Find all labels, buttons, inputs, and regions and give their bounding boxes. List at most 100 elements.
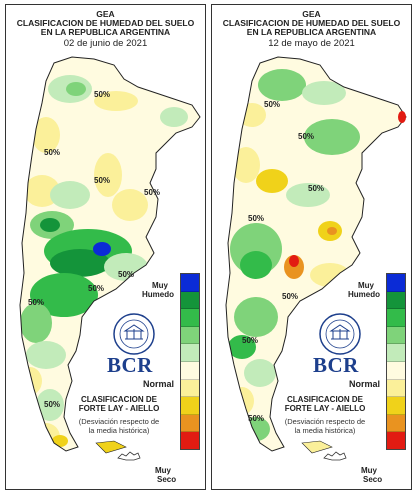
scale-swatch <box>387 309 405 327</box>
scale-swatch <box>181 432 199 449</box>
legend-muy-humedo-line2: Humedo <box>348 290 380 299</box>
zone-very-wet-blue <box>93 242 111 256</box>
antarctica-icon <box>117 451 141 461</box>
contour-label: 50% <box>94 90 110 99</box>
zone-very-dry-red <box>289 255 299 267</box>
zone-very-wet-green <box>40 218 60 232</box>
bolsa-comercio-seal-icon <box>113 313 155 355</box>
contour-label: 50% <box>28 298 44 307</box>
scale-swatch <box>387 274 405 292</box>
country-border <box>225 56 407 452</box>
country-outline <box>226 57 406 451</box>
note-line-1: (Desviación respecto de <box>284 417 366 426</box>
contour-label: 50% <box>282 292 298 301</box>
scale-swatch <box>387 432 405 449</box>
contour-label: 50% <box>248 414 264 423</box>
legend-normal: Normal <box>143 379 175 389</box>
zone-dry <box>94 91 138 111</box>
scale-swatch <box>181 344 199 362</box>
zone-normal-wet <box>26 341 66 369</box>
map-date: 02 de junio de 2021 <box>63 38 148 49</box>
contour-label: 50% <box>44 400 60 409</box>
header-line-2: CLASIFICACION DE HUMEDAD DEL SUELO <box>222 18 401 28</box>
scale-swatch <box>181 414 199 433</box>
scale-swatch <box>181 291 199 310</box>
zone-normal-wet <box>244 359 276 387</box>
islas-malvinas <box>95 440 127 454</box>
legend-muy-seco-line1: Muy <box>155 466 171 475</box>
contour-label: 50% <box>248 214 264 223</box>
legend-normal: Normal <box>349 379 381 389</box>
zone-normal-wet <box>36 389 64 421</box>
scale-swatch <box>387 397 405 415</box>
contour-label: 50% <box>44 148 60 157</box>
map-panel-june: GEA CLASIFICACION DE HUMEDAD DEL SUELO E… <box>5 4 206 490</box>
header-line-1: GEA <box>96 9 115 19</box>
zone-very-dry <box>256 169 288 193</box>
method-line-1: CLASIFICACION DE <box>287 395 363 404</box>
zone-wet <box>258 69 306 101</box>
zone-very-dry-red <box>398 111 406 123</box>
legend-muy-humedo-line1: Muy <box>358 281 374 290</box>
header-line-2: CLASIFICACION DE HUMEDAD DEL SUELO <box>16 18 195 28</box>
contour-label: 50% <box>242 336 258 345</box>
zone-very-wet-green <box>50 249 110 277</box>
zone-dry <box>310 263 350 287</box>
argentina-soil-moisture-map: 50% 50% 50% 50% 50% 50% 50% 50% <box>19 56 201 454</box>
zone-dry-orange <box>327 227 337 235</box>
color-scale-legend <box>180 273 200 450</box>
legend-muy-seco-line1: Muy <box>361 466 377 475</box>
zone-wet <box>304 119 360 155</box>
method-line-2: FORTE LAY - AIELLO <box>78 404 160 413</box>
zone-wet-strong <box>30 273 98 317</box>
note-line-1: (Desviación respecto de <box>78 417 160 426</box>
scale-swatch <box>387 379 405 398</box>
map-panel-may: GEA CLASIFICACION DE HUMEDAD DEL SUELO E… <box>211 4 412 490</box>
bcr-logo-text: BCR <box>313 353 359 377</box>
note-line-2: la media histórica) <box>294 426 356 435</box>
contour-label: 50% <box>88 284 104 293</box>
method-line-1: CLASIFICACION DE <box>81 395 157 404</box>
scale-swatch <box>387 361 405 380</box>
bcr-logo-text: BCR <box>107 353 153 377</box>
color-scale-legend <box>386 273 406 450</box>
legend-muy-seco-line2: Seco <box>157 475 177 484</box>
method-line-2: FORTE LAY - AIELLO <box>284 404 366 413</box>
contour-label: 50% <box>298 132 314 141</box>
antarctica-icon <box>323 451 347 461</box>
contour-label: 50% <box>94 176 110 185</box>
zone-normal-wet <box>160 107 188 127</box>
scale-swatch <box>181 379 199 398</box>
contour-label: 50% <box>264 100 280 109</box>
contour-label: 50% <box>118 270 134 279</box>
zone-dry <box>32 117 60 153</box>
header-line-1: GEA <box>302 9 321 19</box>
zone-dry <box>232 147 260 183</box>
header-line-3: EN LA REPUBLICA ARGENTINA <box>246 27 377 37</box>
scale-swatch <box>181 326 199 345</box>
zone-normal-wet <box>50 181 90 209</box>
scale-swatch <box>387 414 405 433</box>
zone-dry <box>94 153 122 197</box>
zone-very-dry <box>52 435 68 447</box>
contour-label: 50% <box>308 184 324 193</box>
header-line-3: EN LA REPUBLICA ARGENTINA <box>40 27 171 37</box>
legend-muy-humedo-line1: Muy <box>152 281 168 290</box>
zone-normal-wet <box>302 81 346 105</box>
scale-swatch <box>181 274 199 292</box>
zone-wet <box>20 303 52 343</box>
scale-swatch <box>387 291 405 310</box>
scale-swatch <box>387 344 405 362</box>
scale-swatch <box>181 309 199 327</box>
map-date: 12 de mayo de 2021 <box>268 38 355 49</box>
zone-wet-strong <box>228 335 256 359</box>
argentina-soil-moisture-map: 50% 50% 50% 50% 50% 50% 50% <box>225 56 407 454</box>
note-line-2: la media histórica) <box>88 426 150 435</box>
legend-muy-seco-line2: Seco <box>363 475 383 484</box>
scale-swatch <box>181 397 199 415</box>
zone-normal-wet <box>286 183 330 207</box>
scale-swatch <box>181 361 199 380</box>
contour-label: 50% <box>144 188 160 197</box>
zone-wet <box>234 297 278 337</box>
bolsa-comercio-seal-icon <box>319 313 361 355</box>
